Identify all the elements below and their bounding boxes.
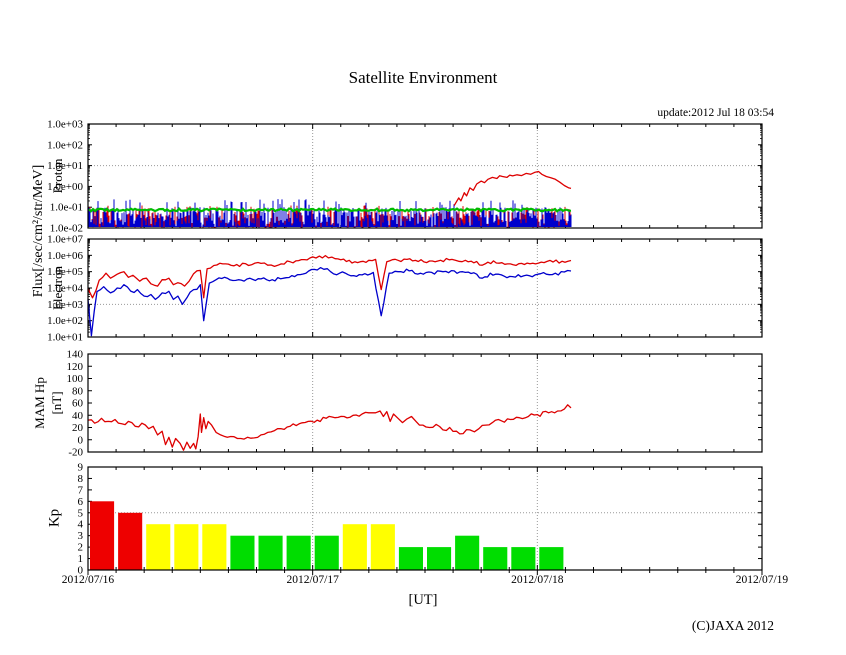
svg-text:1.0e+00: 1.0e+00 bbox=[47, 181, 83, 193]
flux-axis-label: Flux[/sec/cm²/str/MeV] bbox=[31, 164, 46, 298]
kp-bar bbox=[314, 535, 339, 570]
nt-unit-label: [nT] bbox=[49, 391, 64, 415]
svg-text:0: 0 bbox=[78, 434, 84, 446]
x-axis-unit-label: [UT] bbox=[408, 592, 438, 608]
series-proton-enhancement bbox=[453, 170, 572, 206]
svg-text:140: 140 bbox=[67, 349, 84, 361]
svg-text:8: 8 bbox=[78, 473, 84, 485]
svg-text:1.0e+03: 1.0e+03 bbox=[47, 119, 83, 131]
kp-bar bbox=[483, 547, 508, 570]
svg-text:9: 9 bbox=[78, 462, 84, 474]
svg-text:1.0e-02: 1.0e-02 bbox=[50, 223, 83, 235]
panel-proton: 1.0e+03 1.0e+02 1.0e+01 1.0e+00 1.0e-01 1.0e-… bbox=[47, 119, 763, 235]
copyright-label: (C)JAXA 2012 bbox=[691, 618, 774, 633]
x-tick-label: 2012/07/16 bbox=[62, 574, 115, 586]
svg-text:-20: -20 bbox=[68, 447, 83, 459]
svg-text:4: 4 bbox=[78, 519, 84, 531]
kp-bar bbox=[174, 524, 199, 570]
svg-text:20: 20 bbox=[72, 422, 84, 434]
svg-text:1.0e+03: 1.0e+03 bbox=[47, 299, 83, 311]
svg-text:1.0e+04: 1.0e+04 bbox=[47, 283, 83, 295]
page-title: Satellite Environment bbox=[348, 68, 498, 87]
svg-text:60: 60 bbox=[72, 398, 84, 410]
svg-text:3: 3 bbox=[78, 530, 84, 542]
svg-text:80: 80 bbox=[72, 385, 84, 397]
svg-text:1.0e+06: 1.0e+06 bbox=[47, 250, 83, 262]
kp-bar bbox=[118, 512, 143, 570]
kp-axis-label: Kp bbox=[46, 508, 63, 528]
kp-bar bbox=[90, 501, 115, 570]
kp-bar bbox=[230, 535, 255, 570]
kp-bar bbox=[539, 547, 564, 570]
update-timestamp: update:2012 Jul 18 03:54 bbox=[657, 107, 774, 119]
svg-text:7: 7 bbox=[78, 484, 84, 496]
svg-text:100: 100 bbox=[67, 373, 84, 385]
svg-text:1: 1 bbox=[78, 553, 84, 565]
svg-text:1.0e+02: 1.0e+02 bbox=[47, 315, 83, 327]
kp-bar bbox=[370, 524, 395, 570]
kp-bar bbox=[511, 547, 536, 570]
kp-bar bbox=[427, 547, 452, 570]
svg-text:5: 5 bbox=[78, 507, 84, 519]
electron-axis-label: Electron bbox=[50, 265, 65, 311]
mam-axis-label: MAM Hp bbox=[32, 377, 47, 429]
series-electron-blue bbox=[87, 266, 572, 337]
svg-text:120: 120 bbox=[67, 361, 84, 373]
svg-text:1.0e+05: 1.0e+05 bbox=[47, 266, 83, 278]
svg-text:1.0e+07: 1.0e+07 bbox=[47, 234, 83, 246]
svg-text:2: 2 bbox=[78, 542, 84, 554]
x-tick-label: 2012/07/17 bbox=[286, 574, 339, 586]
svg-text:6: 6 bbox=[78, 496, 84, 508]
kp-bar bbox=[342, 524, 367, 570]
svg-text:1.0e-01: 1.0e-01 bbox=[50, 202, 83, 214]
x-tick-label: 2012/07/18 bbox=[511, 574, 564, 586]
kp-bar bbox=[202, 524, 227, 570]
kp-bar bbox=[398, 547, 423, 570]
kp-bar bbox=[286, 535, 311, 570]
svg-text:1.0e+01: 1.0e+01 bbox=[47, 332, 83, 344]
svg-text:1.0e+01: 1.0e+01 bbox=[47, 160, 83, 172]
panel-electron: 1.0e+07 1.0e+06 1.0e+05 1.0e+04 1.0e+03 1.0e+… bbox=[47, 234, 763, 344]
series-electron-red bbox=[87, 254, 572, 299]
kp-bar bbox=[146, 524, 171, 570]
svg-text:40: 40 bbox=[72, 410, 84, 422]
kp-bar bbox=[455, 535, 480, 570]
series-mam-hp bbox=[87, 404, 572, 451]
svg-text:1.0e+02: 1.0e+02 bbox=[47, 139, 83, 151]
kp-bar bbox=[258, 535, 283, 570]
x-tick-label: 2012/07/19 bbox=[736, 574, 789, 586]
proton-axis-label: Proton bbox=[50, 158, 65, 194]
svg-text:0: 0 bbox=[78, 565, 84, 577]
